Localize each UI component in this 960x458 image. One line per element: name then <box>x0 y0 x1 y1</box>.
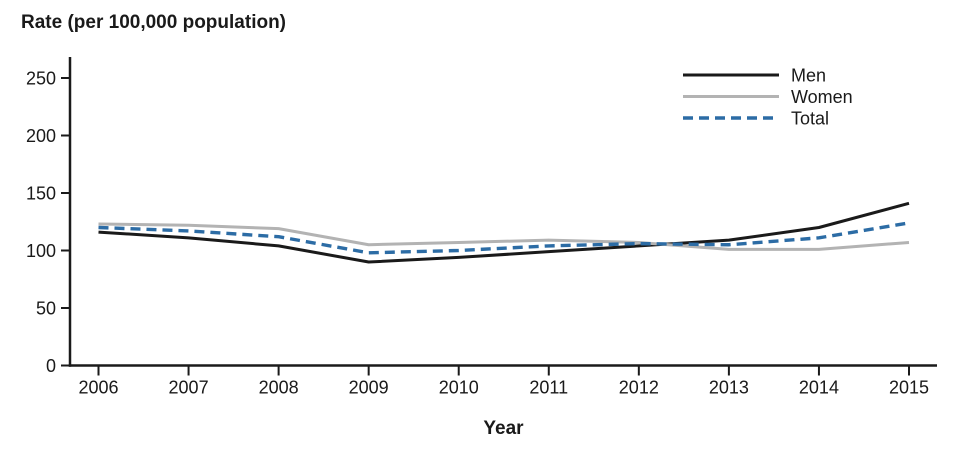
x-axis-title: Year <box>483 418 524 439</box>
y-tick-label: 250 <box>26 68 56 88</box>
y-tick-label: 0 <box>46 356 56 376</box>
x-tick-label: 2008 <box>259 378 299 398</box>
series-line-total <box>98 221 910 255</box>
legend-label-total: Total <box>791 108 829 128</box>
series-line-men <box>98 201 910 264</box>
x-tick-label: 2010 <box>439 378 479 398</box>
x-tick-label: 2014 <box>799 378 839 398</box>
x-tick-label: 2012 <box>619 378 659 398</box>
x-tick-label: 2013 <box>709 378 749 398</box>
x-tick-label: 2011 <box>529 378 568 398</box>
series-line-women <box>98 222 910 251</box>
x-tick-label: 2009 <box>349 378 389 398</box>
y-tick-label: 200 <box>26 126 56 146</box>
x-tick-label: 2015 <box>889 378 929 398</box>
y-axis-title: Rate (per 100,000 population) <box>21 12 287 33</box>
y-tick-label: 150 <box>26 183 56 203</box>
x-tick-label: 2007 <box>169 378 209 398</box>
x-tick-label: 2006 <box>78 378 118 398</box>
y-tick-label: 50 <box>36 298 56 318</box>
legend-label-women: Women <box>791 87 853 107</box>
y-tick-label: 100 <box>26 241 56 261</box>
legend-label-men: Men <box>791 65 826 85</box>
